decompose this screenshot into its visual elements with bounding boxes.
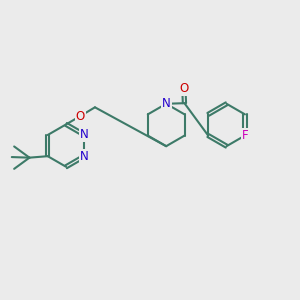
Text: O: O xyxy=(76,110,85,123)
Text: N: N xyxy=(80,150,89,163)
Text: F: F xyxy=(242,129,248,142)
Text: N: N xyxy=(162,97,171,110)
Text: O: O xyxy=(179,82,188,95)
Text: N: N xyxy=(80,128,89,142)
